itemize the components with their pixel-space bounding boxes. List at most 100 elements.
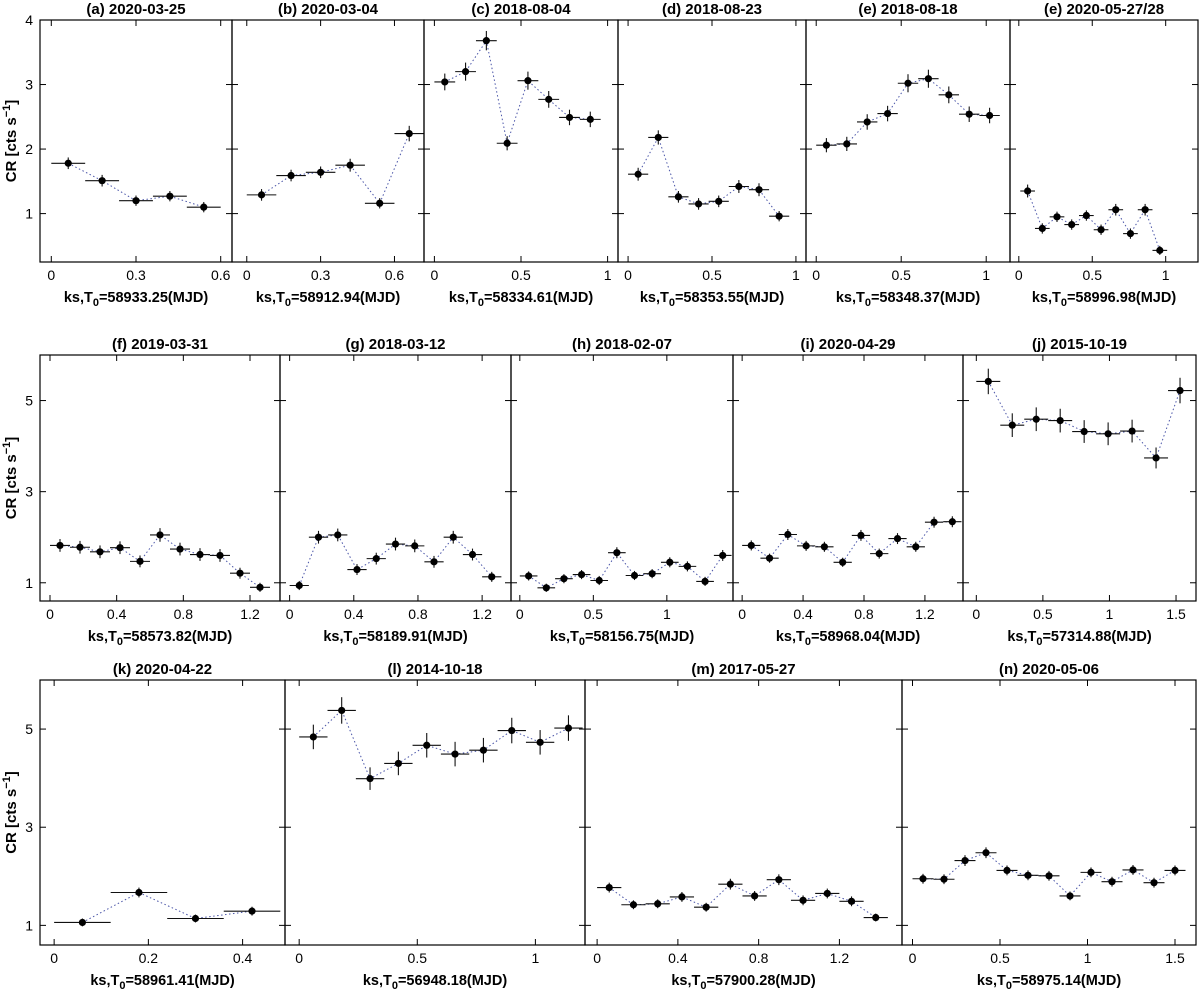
y-axis-label: CR [cts s−1] — [1, 437, 20, 520]
x-tick-label: 1 — [663, 606, 671, 622]
data-point — [1082, 211, 1090, 220]
data-point — [984, 377, 992, 386]
panel-13: (l) 2014-10-18 0 0.5 1 ks,T0=56948.18(MJD) — [284, 661, 586, 992]
data-point — [799, 896, 807, 904]
y-tick-label: 1 — [25, 917, 33, 933]
data-point — [765, 554, 774, 562]
data-point — [76, 543, 84, 551]
panel-title: (l) 2014-10-18 — [387, 661, 482, 678]
data-point — [775, 212, 783, 220]
data-point — [1097, 226, 1105, 234]
panel-10: (i) 2020-04-29 0 0.4 0.8 1.2 ks,T0=58968.04(M… — [732, 336, 964, 648]
x-tick-label: 1 — [982, 267, 990, 283]
data-point — [334, 531, 342, 539]
data-point — [648, 570, 656, 578]
y-tick-label: 3 — [25, 77, 33, 93]
data-point — [405, 129, 413, 138]
x-tick-label: 0.3 — [311, 267, 331, 283]
data-point — [982, 849, 990, 857]
data-point — [863, 118, 871, 126]
data-point — [924, 75, 933, 83]
data-point — [1108, 878, 1116, 886]
data-point — [461, 68, 470, 76]
data-point — [577, 570, 586, 579]
x-tick-label: 1.2 — [830, 950, 850, 966]
x-tick-label: 0.4 — [233, 950, 253, 966]
y-tick-label: 3 — [25, 819, 33, 835]
x-axis-label: ks,T0=58189.91(MJD) — [323, 629, 468, 648]
data-point — [784, 530, 792, 539]
panel-title: (e) 2020-05-27/28 — [1044, 1, 1164, 18]
data-point — [391, 540, 400, 548]
x-tick-label: 0 — [47, 267, 55, 283]
series-line — [59, 534, 261, 588]
data-point — [536, 738, 544, 746]
data-point — [945, 91, 953, 99]
data-point — [216, 551, 224, 560]
panel-11: (j) 2015-10-19 0 0.5 1 1.5 ks,T0=57314.88(MJD… — [962, 336, 1197, 648]
x-axis-label: ks,T0=58353.55(MJD) — [640, 290, 785, 309]
data-point — [1056, 417, 1064, 425]
data-point — [1112, 206, 1120, 214]
x-tick-label: 0.5 — [584, 606, 604, 622]
x-tick-label: 1.2 — [472, 606, 492, 622]
data-point — [1053, 213, 1061, 221]
panel-title: (k) 2020-04-22 — [113, 661, 212, 678]
data-point — [961, 856, 969, 865]
data-point — [726, 880, 734, 888]
x-axis-label: ks,T0=58933.25(MJD) — [64, 290, 209, 309]
series-line — [82, 891, 253, 923]
x-axis-label: ks,T0=58968.04(MJD) — [776, 629, 921, 648]
x-tick-label: 1 — [1084, 950, 1092, 966]
data-point — [1024, 187, 1032, 195]
data-point — [508, 726, 516, 735]
data-point — [441, 78, 449, 86]
data-point — [1104, 430, 1112, 438]
y-axis-label: CR [cts s−1] — [1, 100, 20, 183]
data-point — [468, 550, 477, 559]
panel-title: (c) 2018-08-04 — [471, 1, 571, 18]
panel-title: (b) 2020-03-04 — [278, 1, 379, 18]
data-point — [857, 531, 865, 540]
panel-2: (b) 2020-03-04 0 0.3 0.6 ks,T0=58912.94(MJD) — [231, 1, 425, 309]
data-point — [449, 533, 457, 541]
data-point — [376, 199, 384, 207]
panel-3: (c) 2018-08-04 0 0.5 1 ks,T0=58334.61(MJD) — [423, 1, 619, 309]
data-point — [116, 544, 124, 552]
x-tick-label: 1.5 — [1166, 606, 1186, 622]
x-tick-label: 0.4 — [668, 950, 688, 966]
series-line — [608, 879, 877, 918]
y-tick-label: 1 — [25, 575, 33, 591]
x-tick-label: 1 — [531, 950, 539, 966]
axes-frame — [39, 679, 286, 946]
data-point — [701, 577, 709, 586]
data-point — [872, 913, 880, 922]
y-tick-label: 2 — [25, 141, 33, 157]
data-point — [1080, 427, 1088, 436]
x-tick-label: 0 — [516, 606, 524, 622]
x-tick-label: 1 — [1162, 267, 1170, 283]
data-point — [56, 541, 64, 550]
data-point — [176, 545, 184, 553]
x-tick-label: 0 — [812, 267, 820, 283]
data-point — [1024, 871, 1032, 879]
data-point — [1150, 879, 1158, 887]
x-axis-label: ks,T0=58996.98(MJD) — [1032, 290, 1177, 309]
x-tick-label: 1 — [1106, 606, 1114, 622]
data-point — [965, 110, 973, 118]
data-point — [694, 200, 703, 208]
data-point — [314, 533, 323, 541]
x-tick-label: 0 — [909, 950, 917, 966]
panel-title: (i) 2020-04-29 — [800, 336, 895, 353]
x-tick-label: 0.5 — [990, 950, 1010, 966]
axes-frame — [805, 19, 1011, 263]
x-tick-label: 0.3 — [126, 267, 146, 283]
data-point — [372, 555, 380, 563]
data-point — [586, 115, 594, 123]
axes-frame — [510, 354, 734, 602]
data-point — [353, 565, 361, 574]
data-point — [78, 918, 87, 927]
data-point — [482, 37, 490, 45]
data-point — [1156, 246, 1164, 254]
series-line — [987, 381, 1181, 459]
